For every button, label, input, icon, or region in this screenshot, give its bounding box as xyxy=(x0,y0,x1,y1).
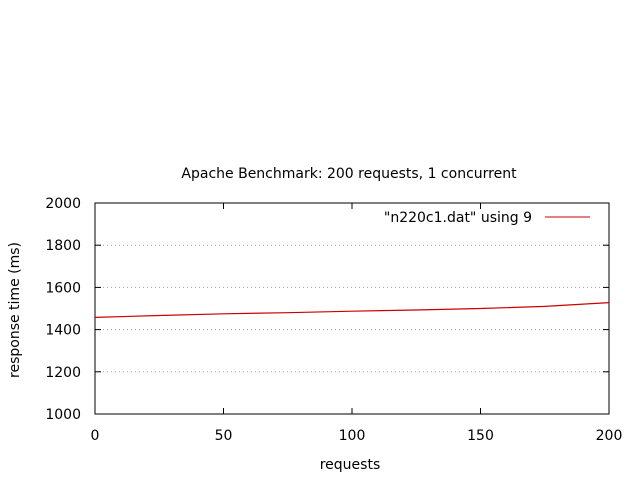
grid xyxy=(95,244,609,373)
y-axis-label: response time (ms) xyxy=(7,242,23,378)
legend-label: "n220c1.dat" using 9 xyxy=(384,210,532,226)
legend: "n220c1.dat" using 9 xyxy=(384,210,590,226)
y-tick-label: 2000 xyxy=(45,196,81,212)
chart-title: Apache Benchmark: 200 requests, 1 concur… xyxy=(181,166,517,182)
axis-ticks: 1000 1200 1400 1600 1800 2000 0 50 100 150 200 xyxy=(45,196,622,444)
x-tick-label: 200 xyxy=(596,428,623,444)
x-tick-label: 50 xyxy=(215,428,233,444)
x-tick-label: 100 xyxy=(339,428,366,444)
x-tick-label: 150 xyxy=(467,428,494,444)
y-tick-label: 1600 xyxy=(45,280,81,296)
y-tick-label: 1800 xyxy=(45,238,81,254)
y-tick-label: 1400 xyxy=(45,323,81,339)
y-tick-label: 1200 xyxy=(45,365,81,381)
y-tick-label: 1000 xyxy=(45,407,81,423)
x-tick-label: 0 xyxy=(91,428,100,444)
series-layer xyxy=(94,302,610,318)
plot-frame xyxy=(94,202,610,415)
x-axis-label: requests xyxy=(320,457,381,473)
series-line xyxy=(94,302,610,318)
